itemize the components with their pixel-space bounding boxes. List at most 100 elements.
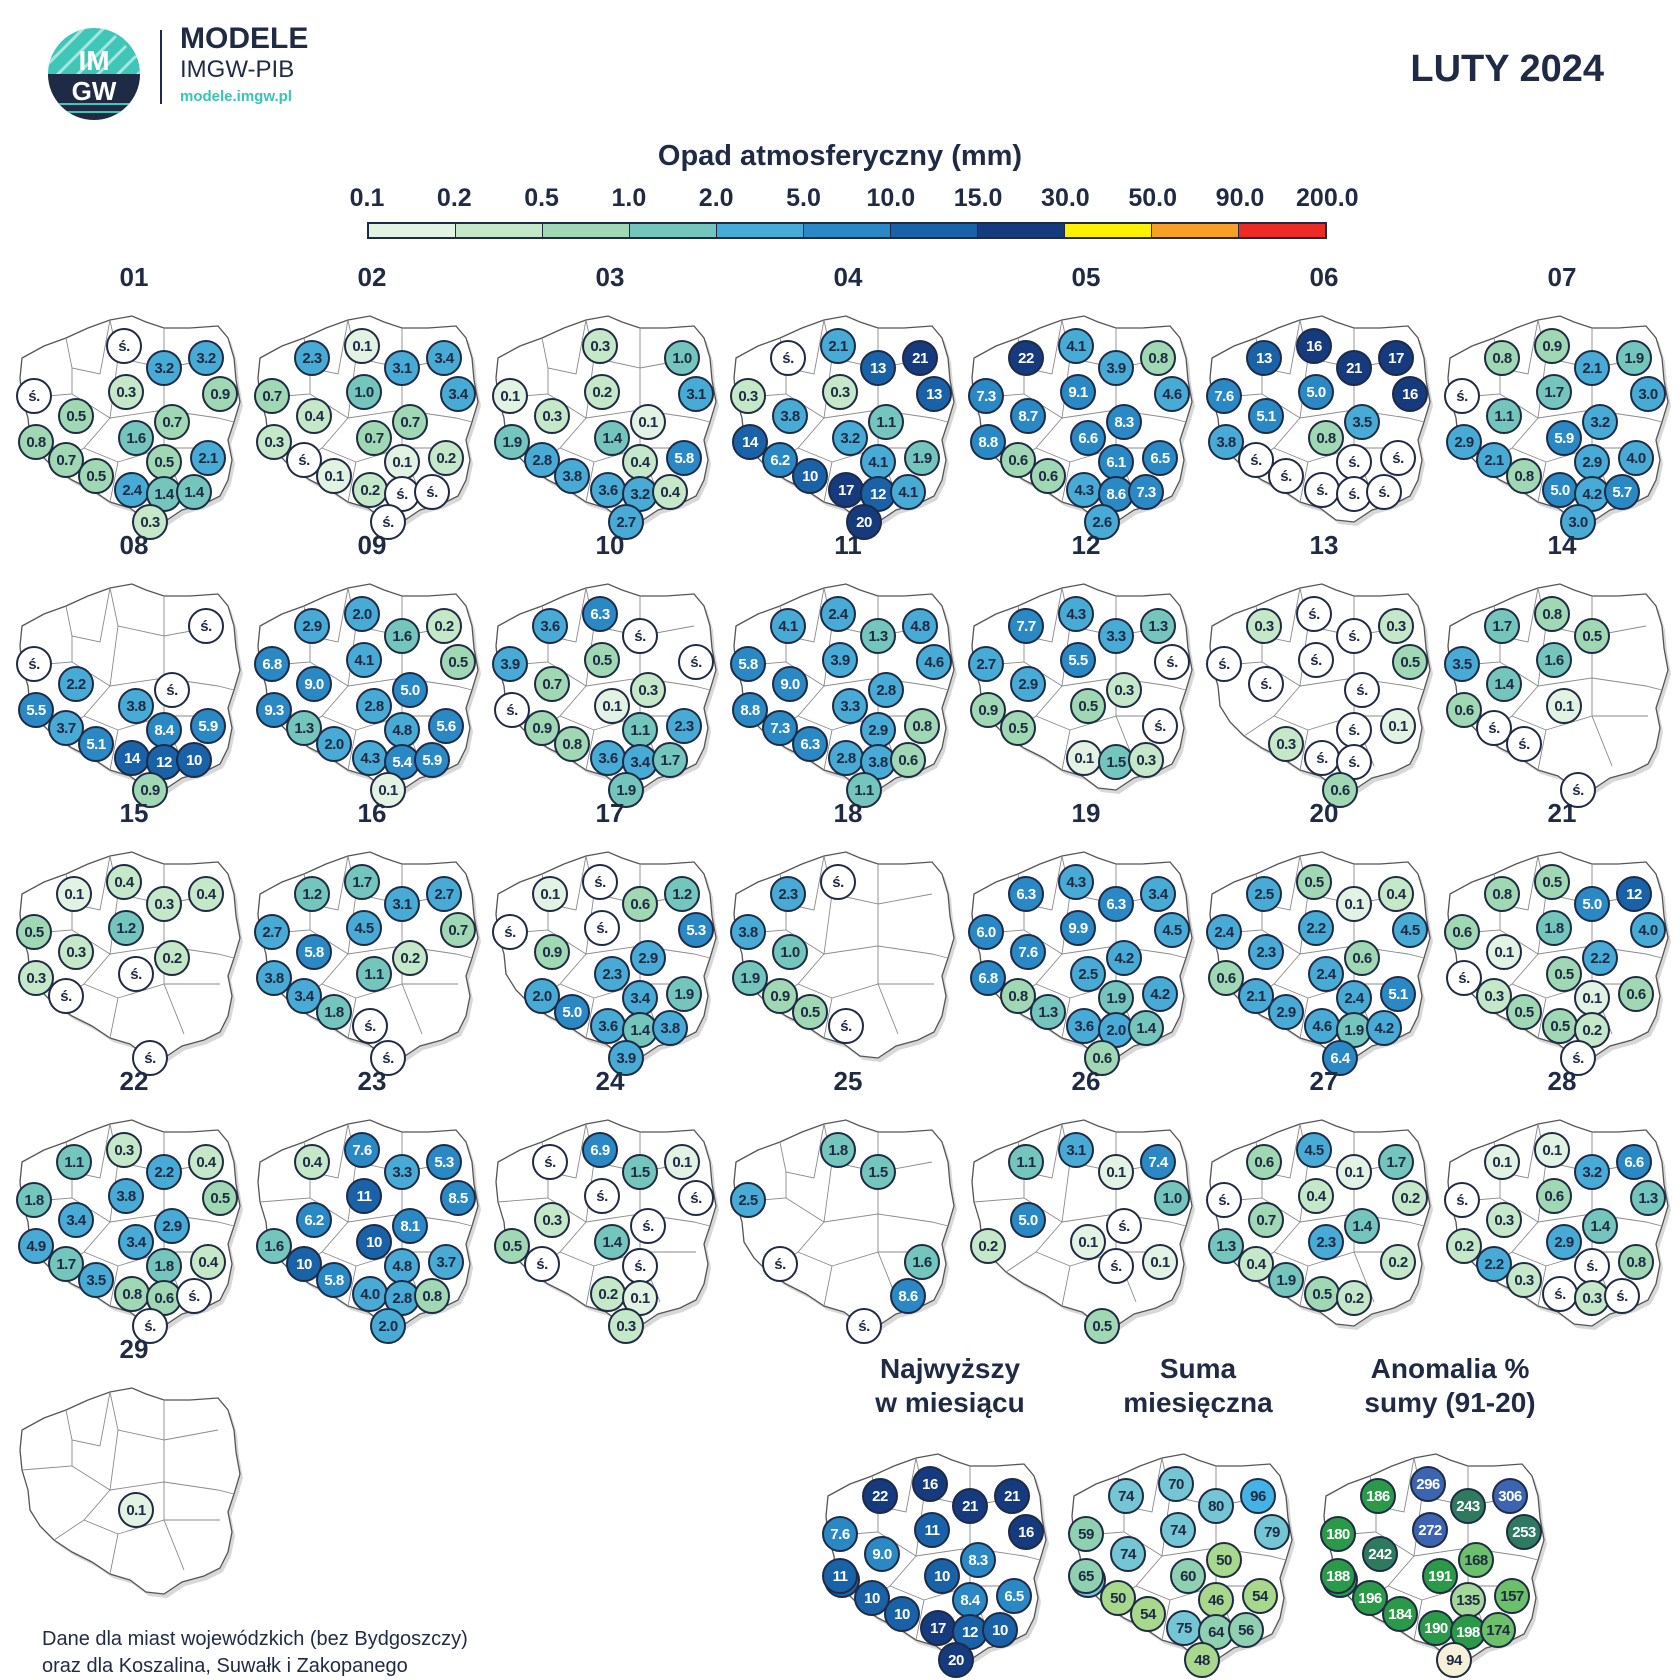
station-rzesz: ś. [1366,474,1402,510]
day-label: 24 [595,1066,625,1096]
station-szcz: ś. [16,646,52,682]
day-label: 27 [1309,1066,1339,1096]
station-rzesz: ś. [176,1278,212,1314]
station-kos: 2.3 [294,340,330,376]
station-suw: 12 [1616,876,1652,912]
station-lodz: 60 [1170,1558,1206,1594]
station-lub: 0.1 [1142,1244,1178,1280]
legend-swatch [543,224,630,237]
brand-url[interactable]: modele.imgw.pl [180,88,292,105]
station-kiel: 0.1 [384,444,420,480]
station-olsztyn: 0.1 [1336,1154,1372,1190]
legend-swatch [1239,224,1325,237]
day-map-17: 17 0.1 ś. 0.6 1.2 5.3 ś. 0.9 ś. 2.9 2.3 1.9 3.4 2.0 5.… [490,798,730,1076]
station-olsztyn: ś. [1336,618,1372,654]
station-lodz: 0.7 [356,420,392,456]
brand-subtitle: IMGW-PIB [180,56,295,83]
station-gda: 0.3 [106,1132,142,1168]
station-warsz: 2.9 [154,1208,190,1244]
day-map-19: 19 6.3 4.3 6.3 3.4 4.5 6.0 6.8 7.6 9.9 4.2 2.5 4.2 1.… [966,798,1206,1076]
day-label: 03 [595,262,625,292]
day-map-21: 21 0.8 0.5 5.0 12 4.0 0.6 ś. 0.1 1.8 2.2 0.5 0.6 0.1 0… [1442,798,1680,1076]
station-rzesz: 4.1 [890,474,926,510]
station-opole: 1.9 [1268,1262,1304,1298]
station-opole: 0.3 [1268,726,1304,762]
station-lodz: 6.6 [1070,420,1106,456]
station-pozn: 7.6 [1010,934,1046,970]
station-kos: 6.3 [1008,876,1044,912]
station-pozn: 0.3 [1486,1202,1522,1238]
station-lodz: 2.8 [356,688,392,724]
station-olsztyn: 5.0 [1574,886,1610,922]
station-opole: 10 [884,1596,920,1632]
station-bial: 0.5 [440,644,476,680]
station-kat: ś. [1542,1276,1578,1312]
station-pozn: 0.4 [296,398,332,434]
station-pozn: 1.0 [772,934,808,970]
station-kat: 0.2 [352,472,388,508]
station-olsztyn: 243 [1450,1488,1486,1524]
day-label: 12 [1071,530,1101,560]
station-suw: 4.8 [902,608,938,644]
station-kos: 0.3 [1246,608,1282,644]
station-lub: 0.2 [1380,1244,1416,1280]
station-kos: 0.1 [56,876,92,912]
station-lub: 2.3 [666,708,702,744]
station-kiel: 3.4 [622,980,658,1016]
station-zak: 3.0 [1560,504,1596,540]
summary-sum-title: Suma miesięczna [1123,1353,1273,1418]
station-kos: 1.7 [1484,608,1520,644]
footnote: Dane dla miast wojewódzkich (bez Bydgosz… [42,1626,468,1680]
station-tor: 0.6 [1536,1178,1572,1214]
station-suw: 3.2 [188,340,224,376]
summary-max-title: Najwyższy w miesiącu [875,1353,1025,1418]
station-gda: 4.5 [1296,1132,1332,1168]
station-bial: 4.5 [1154,912,1190,948]
day-label: 23 [357,1066,387,1096]
station-pozn: 6.2 [296,1202,332,1238]
station-olsztyn: 3.1 [384,886,420,922]
station-opole: 0.3 [1506,1262,1542,1298]
station-olsztyn: 0.1 [1098,1154,1134,1190]
station-tor: 0.2 [584,374,620,410]
station-warsz: 1.1 [868,404,904,440]
station-kos: 2.5 [1246,876,1282,912]
station-lub: 54 [1242,1578,1278,1614]
day-label: 28 [1547,1066,1577,1096]
station-kiel: ś. [622,1248,658,1284]
station-suw: 1.0 [664,340,700,376]
legend-ticks: 0.1 0.2 0.5 1.0 2.0 5.0 10.0 15.0 30.0 50.0 90.0 20… [330,184,1359,218]
station-lodz: 0.1 [118,1492,154,1528]
station-szcz: 1.8 [16,1182,52,1218]
station-gda: 16 [1296,328,1332,364]
legend-tick-label: 0.1 [349,184,385,212]
station-tor: 0.5 [584,642,620,678]
station-kat: ś. [1304,740,1340,776]
station-olsztyn: 0.5 [1574,618,1610,654]
station-kiel: 1.8 [146,1248,182,1284]
day-label: 14 [1547,530,1577,560]
station-szcz: 0.3 [730,378,766,414]
legend-tick-label: 5.0 [786,184,821,212]
station-zak: 48 [1184,1642,1220,1678]
station-tor: 4.1 [346,642,382,678]
station-zak: 0.3 [132,504,168,540]
station-wroc: 0.5 [1000,710,1036,746]
station-gda: 0.4 [106,864,142,900]
station-suw: 0.3 [1378,608,1414,644]
station-warsz: 8.3 [1106,404,1142,440]
station-kos: 1.1 [56,1144,92,1180]
station-olsztyn: ś. [622,618,658,654]
station-lodz: 0.1 [1546,688,1582,724]
station-suw: 21 [902,340,938,376]
station-warsz: 168 [1458,1542,1494,1578]
station-kiel: 1.9 [1098,980,1134,1016]
day-map-29: 29 0.1 [14,1334,254,1604]
legend-tick-label: 0.5 [524,184,559,212]
station-suw: 0.4 [188,1144,224,1180]
station-opole: 0.5 [792,994,828,1030]
station-olsztyn: 13 [860,350,896,386]
station-gorz: 5.5 [18,692,54,728]
station-opole: 0.8 [554,726,590,762]
station-rzesz: 4.2 [1366,1010,1402,1046]
